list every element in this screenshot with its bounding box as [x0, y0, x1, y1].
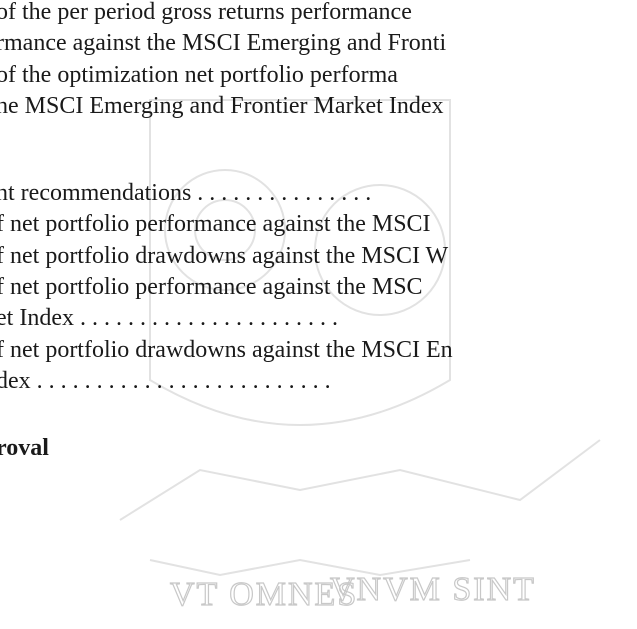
text-line: f net portfolio drawdowns against the MS… [0, 243, 449, 269]
text-line: of the optimization net portfolio perfor… [0, 62, 398, 88]
crest-rose [164, 169, 286, 291]
text-line: f net portfolio drawdowns against the MS… [0, 337, 453, 363]
text-line: dex . . . . . . . . . . . . . . . . . . … [0, 368, 331, 394]
crest-lion [314, 184, 446, 316]
crest-ribbon-lower [149, 558, 471, 577]
text-line: f net portfolio performance against the … [0, 211, 431, 237]
text-line: et Index . . . . . . . . . . . . . . . .… [0, 305, 338, 331]
watermark-motto: VT OMNES [170, 576, 358, 613]
text-line: he MSCI Emerging and Frontier Market Ind… [0, 93, 444, 119]
text-line: rmance against the MSCI Emerging and Fro… [0, 30, 447, 56]
watermark-motto: VNVM SINT [330, 571, 536, 608]
text-line: f net portfolio performance against the … [0, 274, 423, 300]
text-line: of the per period gross returns performa… [0, 0, 412, 25]
crest-shield [149, 99, 451, 426]
crest-rose-inner [194, 199, 256, 261]
text-line: nt recommendations . . . . . . . . . . .… [0, 180, 372, 206]
crest-ribbon [119, 439, 601, 521]
section-heading: roval [0, 435, 49, 461]
